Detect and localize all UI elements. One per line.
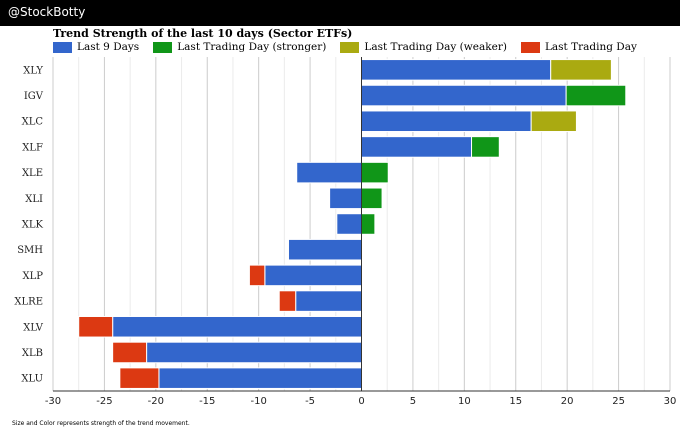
y-tick-label: XLV <box>23 322 44 333</box>
legend-item-last-trading-day: Last Trading Day <box>520 41 637 53</box>
legend-swatch-weaker <box>340 41 360 53</box>
y-tick-label: XLY <box>23 65 43 76</box>
bar-xlp-last9 <box>264 264 362 287</box>
legend-label-last-9-days: Last 9 Days <box>77 41 140 53</box>
x-tick-label: -15 <box>199 396 215 407</box>
bar-xly-last9 <box>361 59 552 81</box>
bar-xlf-stronger <box>471 136 500 158</box>
y-tick-label: XLK <box>22 220 44 231</box>
x-tick-label: 10 <box>458 396 471 407</box>
y-tick-label: XLF <box>22 142 43 153</box>
x-tick-label: -25 <box>96 396 112 407</box>
bar-xlv-last <box>78 315 114 338</box>
bar-xlre-last <box>278 290 297 312</box>
y-tick-label: XLB <box>22 348 43 359</box>
bar-xlk-stronger <box>361 213 376 235</box>
bar-xlu-last <box>119 367 160 389</box>
x-tick-label: -30 <box>45 396 61 407</box>
x-tick-label: 5 <box>410 396 416 407</box>
bar-xly-weaker <box>550 59 612 81</box>
legend-label-last-trading-day: Last Trading Day <box>544 41 637 53</box>
x-tick-label: 20 <box>561 396 574 407</box>
y-tick-label: XLP <box>23 271 44 282</box>
bar-xlre-last9 <box>295 290 363 312</box>
bar-smh-last9 <box>287 238 363 261</box>
bar-xli-last9 <box>329 187 363 210</box>
legend-item-weaker: Last Trading Day (weaker) <box>340 41 507 53</box>
bar-xlk-last9 <box>336 213 363 235</box>
x-tick-label: -20 <box>148 396 164 407</box>
header-bar: @StockBotty <box>0 0 680 26</box>
x-tick-label: -5 <box>305 396 315 407</box>
bar-igv-last9 <box>361 84 567 107</box>
chart-title: Trend Strength of the last 10 days (Sect… <box>53 27 353 40</box>
legend-label-weaker: Last Trading Day (weaker) <box>364 41 507 53</box>
chart-legend: Last 9 Days Last Trading Day (stronger) … <box>53 40 651 54</box>
bar-xlb-last <box>112 341 148 364</box>
bar-xlf-last9 <box>361 136 473 158</box>
legend-swatch-stronger <box>153 41 173 53</box>
y-tick-label: XLRE <box>14 297 43 308</box>
bar-igv-stronger <box>565 84 627 107</box>
legend-item-stronger: Last Trading Day (stronger) <box>153 41 326 53</box>
y-tick-label: XLC <box>22 117 44 128</box>
y-tick-label: IGV <box>24 91 44 102</box>
brand-label: @StockBotty <box>8 5 86 19</box>
y-tick-label: XLE <box>22 168 43 179</box>
bar-xlc-last9 <box>361 110 532 133</box>
bar-xlc-weaker <box>530 110 577 133</box>
y-tick-label: SMH <box>17 245 43 256</box>
x-tick-label: 25 <box>612 396 625 407</box>
legend-swatch-last-trading-day <box>520 41 540 53</box>
bar-xlu-last9 <box>158 367 362 389</box>
bar-xle-last9 <box>296 161 362 184</box>
y-tick-label: XLI <box>25 194 43 205</box>
x-tick-label: 30 <box>664 396 677 407</box>
y-tick-label: XLU <box>21 374 43 385</box>
bar-xlp-last <box>248 264 266 287</box>
legend-item-last-9-days: Last 9 Days <box>53 41 139 53</box>
x-tick-label: -10 <box>250 396 266 407</box>
bar-xli-stronger <box>361 187 383 210</box>
bar-xle-stronger <box>361 161 389 184</box>
bar-xlv-last9 <box>112 315 363 338</box>
footnote: Size and Color represents strength of th… <box>12 420 190 427</box>
x-tick-label: 15 <box>509 396 522 407</box>
legend-label-stronger: Last Trading Day (stronger) <box>177 41 327 53</box>
legend-swatch-last-9-days <box>53 41 72 53</box>
x-tick-label: 0 <box>358 396 364 407</box>
bar-xlb-last9 <box>146 341 362 364</box>
